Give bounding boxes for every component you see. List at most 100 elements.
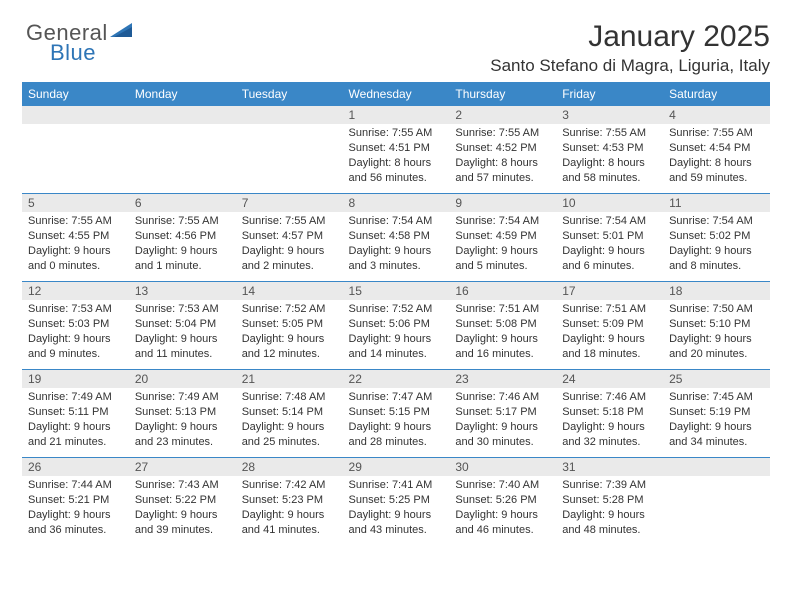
day-number: 1 — [343, 106, 450, 124]
sunrise-text: Sunrise: 7:43 AM — [135, 478, 230, 493]
day-number — [22, 106, 129, 124]
day-number: 25 — [663, 370, 770, 388]
day-number — [663, 458, 770, 476]
weekday-header: Wednesday — [343, 83, 450, 106]
day-details: Sunrise: 7:41 AMSunset: 5:25 PMDaylight:… — [343, 476, 450, 541]
calendar-day-cell: 12Sunrise: 7:53 AMSunset: 5:03 PMDayligh… — [22, 282, 129, 370]
day-number: 4 — [663, 106, 770, 124]
sunset-text: Sunset: 5:08 PM — [455, 317, 550, 332]
calendar-day-cell — [663, 458, 770, 546]
calendar-day-cell: 29Sunrise: 7:41 AMSunset: 5:25 PMDayligh… — [343, 458, 450, 546]
day-details: Sunrise: 7:55 AMSunset: 4:53 PMDaylight:… — [556, 124, 663, 189]
daylight-text: Daylight: 9 hours and 3 minutes. — [349, 244, 444, 274]
daylight-text: Daylight: 9 hours and 36 minutes. — [28, 508, 123, 538]
day-number: 22 — [343, 370, 450, 388]
sunset-text: Sunset: 5:09 PM — [562, 317, 657, 332]
daylight-text: Daylight: 9 hours and 43 minutes. — [349, 508, 444, 538]
calendar-week-row: 19Sunrise: 7:49 AMSunset: 5:11 PMDayligh… — [22, 370, 770, 458]
day-number: 5 — [22, 194, 129, 212]
day-number: 11 — [663, 194, 770, 212]
calendar-day-cell: 3Sunrise: 7:55 AMSunset: 4:53 PMDaylight… — [556, 106, 663, 194]
sunset-text: Sunset: 5:17 PM — [455, 405, 550, 420]
sunset-text: Sunset: 5:14 PM — [242, 405, 337, 420]
sunrise-text: Sunrise: 7:53 AM — [28, 302, 123, 317]
weekday-header: Monday — [129, 83, 236, 106]
day-number: 2 — [449, 106, 556, 124]
day-details: Sunrise: 7:45 AMSunset: 5:19 PMDaylight:… — [663, 388, 770, 453]
day-number: 27 — [129, 458, 236, 476]
calendar-day-cell: 15Sunrise: 7:52 AMSunset: 5:06 PMDayligh… — [343, 282, 450, 370]
day-details: Sunrise: 7:46 AMSunset: 5:18 PMDaylight:… — [556, 388, 663, 453]
daylight-text: Daylight: 9 hours and 12 minutes. — [242, 332, 337, 362]
day-details: Sunrise: 7:55 AMSunset: 4:54 PMDaylight:… — [663, 124, 770, 189]
sunset-text: Sunset: 5:11 PM — [28, 405, 123, 420]
sunset-text: Sunset: 4:54 PM — [669, 141, 764, 156]
calendar-day-cell: 4Sunrise: 7:55 AMSunset: 4:54 PMDaylight… — [663, 106, 770, 194]
day-details: Sunrise: 7:49 AMSunset: 5:13 PMDaylight:… — [129, 388, 236, 453]
day-number: 14 — [236, 282, 343, 300]
daylight-text: Daylight: 9 hours and 18 minutes. — [562, 332, 657, 362]
calendar-day-cell: 25Sunrise: 7:45 AMSunset: 5:19 PMDayligh… — [663, 370, 770, 458]
page-location: Santo Stefano di Magra, Liguria, Italy — [22, 56, 770, 76]
calendar-day-cell: 23Sunrise: 7:46 AMSunset: 5:17 PMDayligh… — [449, 370, 556, 458]
day-number: 15 — [343, 282, 450, 300]
daylight-text: Daylight: 9 hours and 32 minutes. — [562, 420, 657, 450]
sunrise-text: Sunrise: 7:49 AM — [135, 390, 230, 405]
calendar-day-cell: 11Sunrise: 7:54 AMSunset: 5:02 PMDayligh… — [663, 194, 770, 282]
day-details: Sunrise: 7:54 AMSunset: 5:01 PMDaylight:… — [556, 212, 663, 277]
day-details: Sunrise: 7:55 AMSunset: 4:52 PMDaylight:… — [449, 124, 556, 189]
sunrise-text: Sunrise: 7:55 AM — [562, 126, 657, 141]
sunset-text: Sunset: 5:06 PM — [349, 317, 444, 332]
day-number — [129, 106, 236, 124]
daylight-text: Daylight: 8 hours and 57 minutes. — [455, 156, 550, 186]
sunset-text: Sunset: 5:22 PM — [135, 493, 230, 508]
day-details: Sunrise: 7:53 AMSunset: 5:04 PMDaylight:… — [129, 300, 236, 365]
day-number: 18 — [663, 282, 770, 300]
page-title: January 2025 — [22, 20, 770, 54]
day-details: Sunrise: 7:51 AMSunset: 5:08 PMDaylight:… — [449, 300, 556, 365]
day-number: 20 — [129, 370, 236, 388]
day-details: Sunrise: 7:50 AMSunset: 5:10 PMDaylight:… — [663, 300, 770, 365]
calendar-day-cell: 5Sunrise: 7:55 AMSunset: 4:55 PMDaylight… — [22, 194, 129, 282]
daylight-text: Daylight: 9 hours and 23 minutes. — [135, 420, 230, 450]
calendar-week-row: 5Sunrise: 7:55 AMSunset: 4:55 PMDaylight… — [22, 194, 770, 282]
day-details: Sunrise: 7:55 AMSunset: 4:56 PMDaylight:… — [129, 212, 236, 277]
daylight-text: Daylight: 8 hours and 56 minutes. — [349, 156, 444, 186]
calendar-day-cell: 20Sunrise: 7:49 AMSunset: 5:13 PMDayligh… — [129, 370, 236, 458]
sunrise-text: Sunrise: 7:52 AM — [242, 302, 337, 317]
day-details: Sunrise: 7:55 AMSunset: 4:51 PMDaylight:… — [343, 124, 450, 189]
sunrise-text: Sunrise: 7:53 AM — [135, 302, 230, 317]
day-details: Sunrise: 7:54 AMSunset: 4:59 PMDaylight:… — [449, 212, 556, 277]
day-details: Sunrise: 7:52 AMSunset: 5:05 PMDaylight:… — [236, 300, 343, 365]
daylight-text: Daylight: 9 hours and 28 minutes. — [349, 420, 444, 450]
day-number: 21 — [236, 370, 343, 388]
sunrise-text: Sunrise: 7:41 AM — [349, 478, 444, 493]
weekday-header: Sunday — [22, 83, 129, 106]
daylight-text: Daylight: 9 hours and 21 minutes. — [28, 420, 123, 450]
daylight-text: Daylight: 9 hours and 14 minutes. — [349, 332, 444, 362]
sunrise-text: Sunrise: 7:49 AM — [28, 390, 123, 405]
brand-text-blue: Blue — [50, 40, 96, 65]
calendar-day-cell: 9Sunrise: 7:54 AMSunset: 4:59 PMDaylight… — [449, 194, 556, 282]
day-number: 26 — [22, 458, 129, 476]
sunset-text: Sunset: 5:21 PM — [28, 493, 123, 508]
day-number: 28 — [236, 458, 343, 476]
day-number: 29 — [343, 458, 450, 476]
sunrise-text: Sunrise: 7:55 AM — [135, 214, 230, 229]
sunrise-text: Sunrise: 7:47 AM — [349, 390, 444, 405]
calendar-day-cell: 17Sunrise: 7:51 AMSunset: 5:09 PMDayligh… — [556, 282, 663, 370]
day-details — [236, 124, 343, 130]
sunset-text: Sunset: 4:51 PM — [349, 141, 444, 156]
calendar-day-cell: 18Sunrise: 7:50 AMSunset: 5:10 PMDayligh… — [663, 282, 770, 370]
daylight-text: Daylight: 9 hours and 11 minutes. — [135, 332, 230, 362]
calendar-day-cell: 30Sunrise: 7:40 AMSunset: 5:26 PMDayligh… — [449, 458, 556, 546]
brand-triangle-icon — [110, 21, 134, 46]
sunset-text: Sunset: 5:10 PM — [669, 317, 764, 332]
sunset-text: Sunset: 5:18 PM — [562, 405, 657, 420]
sunrise-text: Sunrise: 7:40 AM — [455, 478, 550, 493]
day-number: 31 — [556, 458, 663, 476]
calendar-day-cell — [236, 106, 343, 194]
day-details — [22, 124, 129, 130]
day-number: 23 — [449, 370, 556, 388]
day-details: Sunrise: 7:47 AMSunset: 5:15 PMDaylight:… — [343, 388, 450, 453]
